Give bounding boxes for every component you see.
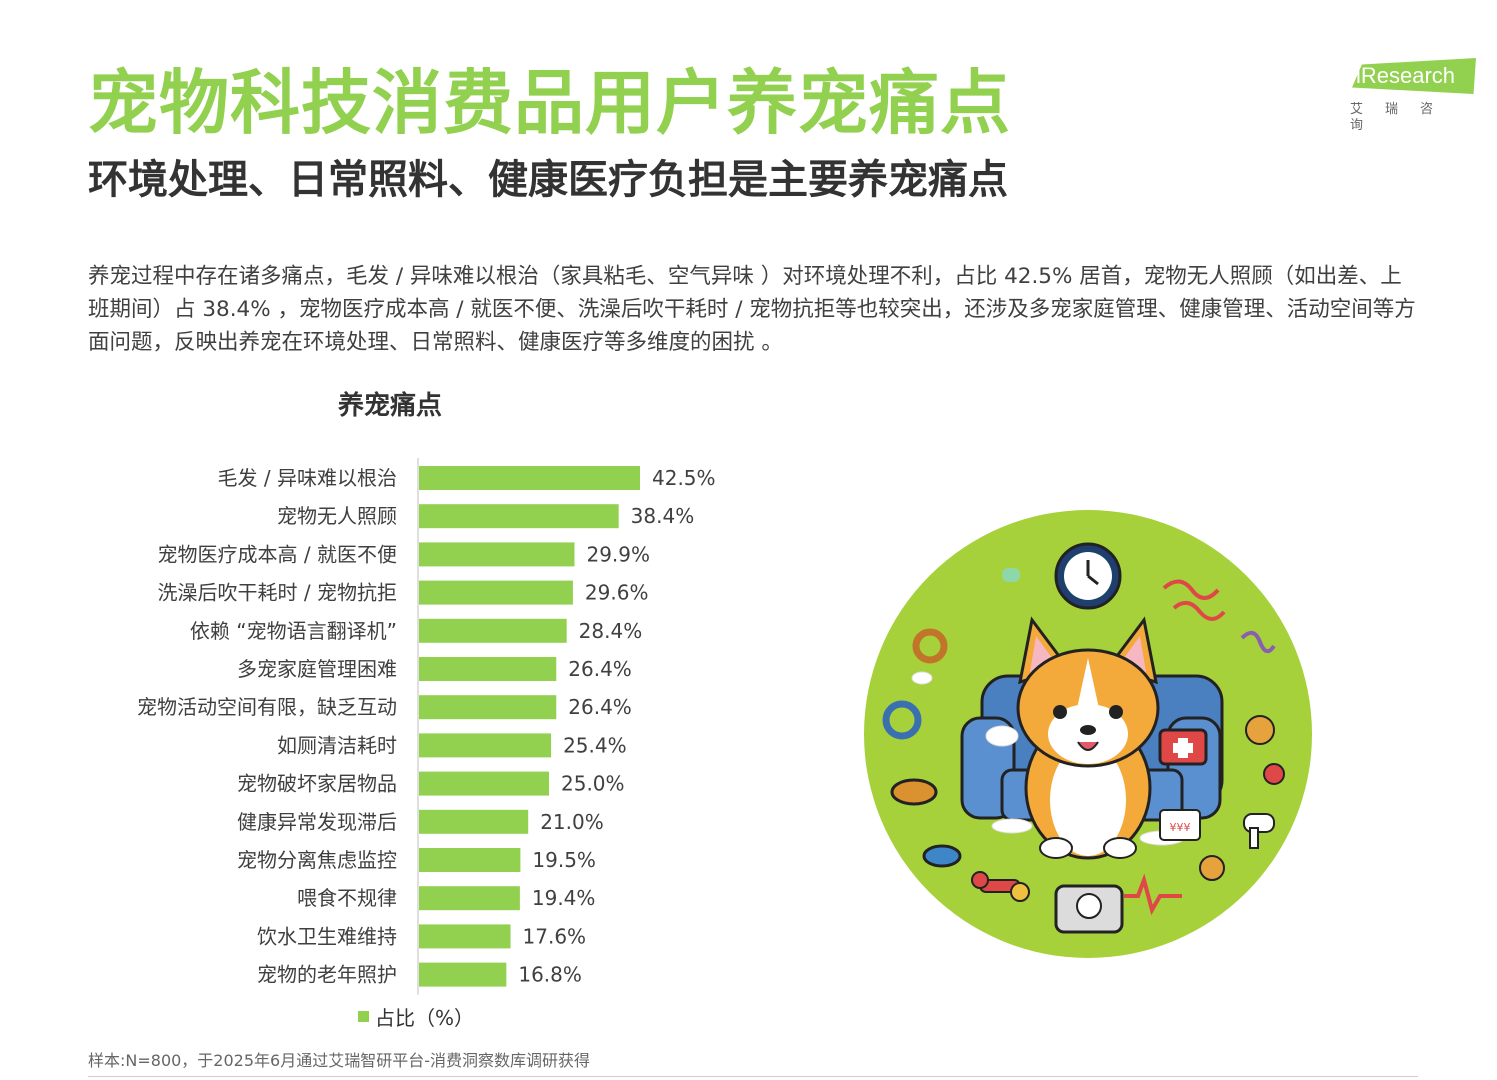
data-label: 29.6% bbox=[585, 581, 649, 605]
category-label: 宠物医疗成本高 / 就医不便 bbox=[158, 542, 397, 566]
category-label: 洗澡后吹干耗时 / 宠物抗拒 bbox=[158, 581, 397, 605]
first-aid-kit-icon bbox=[1158, 728, 1208, 766]
chart-title: 养宠痛点 bbox=[338, 391, 443, 421]
footnote: 样本:N=800，于2025年6月通过艾瑞智研平台-消费洞察数库调研获得 bbox=[88, 1051, 590, 1070]
collar-icon bbox=[882, 628, 948, 740]
logo-subtext: 艾瑞咨询 bbox=[1350, 102, 1456, 133]
scale-icon bbox=[1054, 884, 1124, 934]
iresearch-logo: iResearch 艾瑞咨询 bbox=[1350, 58, 1480, 133]
category-label: 饮水卫生难维持 bbox=[257, 924, 397, 948]
legend-swatch bbox=[358, 1010, 369, 1022]
bar bbox=[419, 809, 529, 834]
category-label: 依赖 “宠物语言翻译机” bbox=[190, 619, 397, 643]
pet-bowl-icon bbox=[890, 778, 962, 868]
odor-squiggle-icon bbox=[1124, 579, 1276, 916]
data-label: 26.4% bbox=[568, 657, 632, 681]
description-paragraph: 养宠过程中存在诸多痛点，毛发 / 异味难以根治（家具粘毛、空气异味 ）对环境处理… bbox=[88, 264, 1416, 355]
data-label: 28.4% bbox=[579, 619, 643, 643]
category-label: 如厕清洁耗时 bbox=[277, 733, 397, 757]
category-label: 健康异常发现滞后 bbox=[237, 810, 397, 834]
category-label: 多宠家庭管理困难 bbox=[237, 657, 397, 681]
bar bbox=[419, 733, 552, 758]
hair-dryer-icon bbox=[1243, 813, 1275, 849]
category-label: 毛发 / 异味难以根治 bbox=[218, 466, 397, 490]
bar bbox=[419, 657, 557, 681]
pet-toy-icons bbox=[1002, 568, 1285, 881]
category-label: 宠物无人照顾 bbox=[277, 504, 397, 528]
data-label: 19.5% bbox=[532, 848, 596, 872]
data-label: 17.6% bbox=[523, 924, 587, 948]
data-label: 19.4% bbox=[532, 886, 596, 910]
price-tag-text: ¥¥¥ bbox=[1170, 821, 1191, 834]
price-tag-icon: ¥¥¥ bbox=[1159, 809, 1201, 841]
bar bbox=[419, 542, 575, 567]
bar bbox=[419, 618, 567, 643]
logo-mark bbox=[1352, 58, 1476, 94]
logo-wordmark: iResearch bbox=[1356, 63, 1456, 88]
bone-toy-icon bbox=[971, 871, 1030, 902]
data-label: 16.8% bbox=[518, 963, 582, 987]
data-label: 29.9% bbox=[586, 542, 650, 566]
clock-icon bbox=[1054, 542, 1122, 610]
bar bbox=[419, 466, 640, 490]
category-label: 宠物破坏家居物品 bbox=[237, 772, 397, 796]
bar bbox=[419, 771, 549, 796]
corgi-pet-illustration: ¥¥¥ bbox=[864, 510, 1312, 958]
bar bbox=[419, 848, 521, 872]
data-label: 21.0% bbox=[540, 810, 604, 834]
data-label: 25.0% bbox=[561, 772, 625, 796]
bar bbox=[419, 580, 573, 605]
bar bbox=[419, 924, 511, 949]
footer-divider bbox=[88, 1076, 1418, 1077]
page-subtitle: 环境处理、日常照料、健康医疗负担是主要养宠痛点 bbox=[88, 157, 1008, 203]
data-label: 38.4% bbox=[631, 504, 695, 528]
legend-label: 占比（%） bbox=[375, 1005, 475, 1030]
category-label: 宠物活动空间有限，缺乏互动 bbox=[137, 695, 397, 719]
bar bbox=[419, 886, 520, 911]
data-label: 42.5% bbox=[652, 466, 716, 490]
page-title: 宠物科技消费品用户养宠痛点 bbox=[88, 62, 1011, 144]
data-label: 25.4% bbox=[563, 733, 627, 757]
bar bbox=[419, 695, 557, 720]
corgi-icon bbox=[1016, 616, 1160, 860]
bar-chart: 毛发 / 异味难以根治 42.5% 宠物无人照顾 38.4% 宠物医疗成本高 / 就医不… bbox=[137, 458, 716, 995]
chart-legend: 占比（%） bbox=[358, 1002, 474, 1030]
bar bbox=[419, 504, 619, 529]
data-label: 26.4% bbox=[568, 695, 632, 719]
category-label: 宠物分离焦虑监控 bbox=[237, 848, 397, 872]
bar bbox=[419, 962, 507, 987]
category-label: 喂食不规律 bbox=[297, 886, 397, 910]
category-label: 宠物的老年照护 bbox=[257, 963, 397, 987]
